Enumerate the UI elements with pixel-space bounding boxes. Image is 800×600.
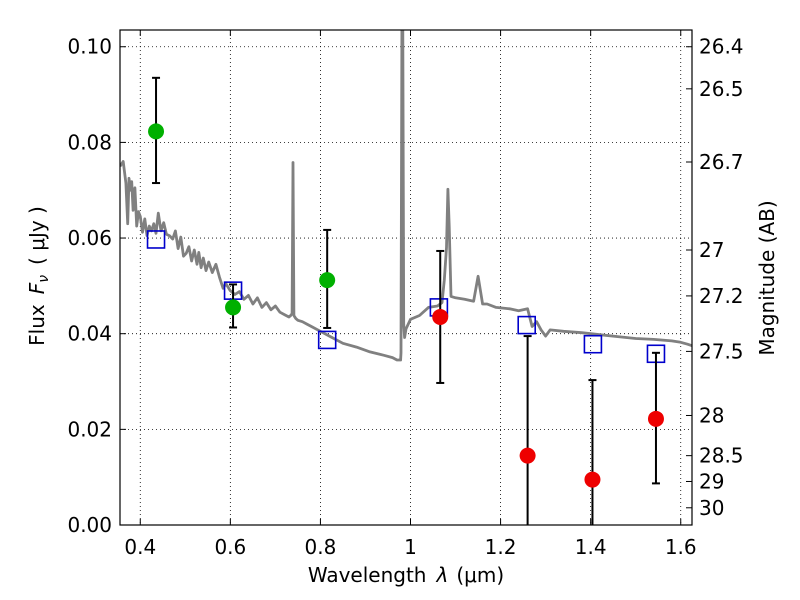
- data-point: [432, 308, 449, 325]
- y2-tick-label: 27.2: [699, 284, 744, 308]
- x-tick-label: 1.2: [485, 535, 517, 559]
- y2-tick-label: 26.7: [699, 150, 744, 174]
- data-point: [225, 299, 242, 316]
- y2-tick-label: 26.5: [699, 77, 744, 101]
- y2-tick-label: 29: [699, 469, 724, 493]
- plot-content: [120, 30, 692, 525]
- photometry-points: [148, 123, 664, 488]
- y2-tick-label: 28: [699, 403, 724, 427]
- y2-axis-label: Magnitude (AB): [755, 200, 779, 355]
- y2-tick-label: 27: [699, 238, 724, 262]
- template-spectrum-line: [120, 30, 692, 362]
- plot-frame: [119, 29, 693, 526]
- x-tick-label: 1.6: [665, 535, 697, 559]
- data-point: [148, 123, 165, 140]
- y2-tick-label: 30: [699, 496, 724, 520]
- model-photometry-squares: [146, 230, 666, 364]
- data-point: [584, 471, 601, 488]
- x-axis-label: Wavelength λ (μm): [308, 563, 504, 587]
- y-tick-label: 0.02: [67, 417, 112, 441]
- x-tick-label: 1.4: [575, 535, 607, 559]
- model-square: [146, 230, 166, 249]
- y2-tick-label: 26.4: [699, 35, 744, 59]
- y-tick-label: 0.08: [67, 130, 112, 154]
- y-tick-label: 0.00: [67, 513, 112, 537]
- axis-tick-labels: 0.4 0.6 0.8 1 1.2 1.4 1.6 0.00 0.02 0.04 0.06 0.08 0…: [67, 35, 743, 559]
- data-point: [319, 272, 336, 289]
- x-tick-label: 0.4: [124, 535, 156, 559]
- model-square: [317, 330, 337, 350]
- y-tick-label: 0.04: [67, 322, 112, 346]
- x-tick-label: 1: [404, 535, 417, 559]
- y-tick-label: 0.06: [67, 226, 112, 250]
- y2-tick-label: 27.5: [699, 339, 744, 363]
- y2-tick-label: 28.5: [699, 444, 744, 468]
- y-tick-label: 0.10: [67, 35, 112, 59]
- y-axis-label: FluxFν( μJy ): [25, 206, 52, 346]
- data-point: [647, 410, 664, 427]
- x-tick-label: 0.6: [214, 535, 246, 559]
- x-tick-label: 0.8: [305, 535, 337, 559]
- plot-area: [120, 30, 692, 525]
- data-point: [519, 447, 536, 464]
- model-square: [583, 334, 603, 354]
- model-square: [517, 315, 537, 335]
